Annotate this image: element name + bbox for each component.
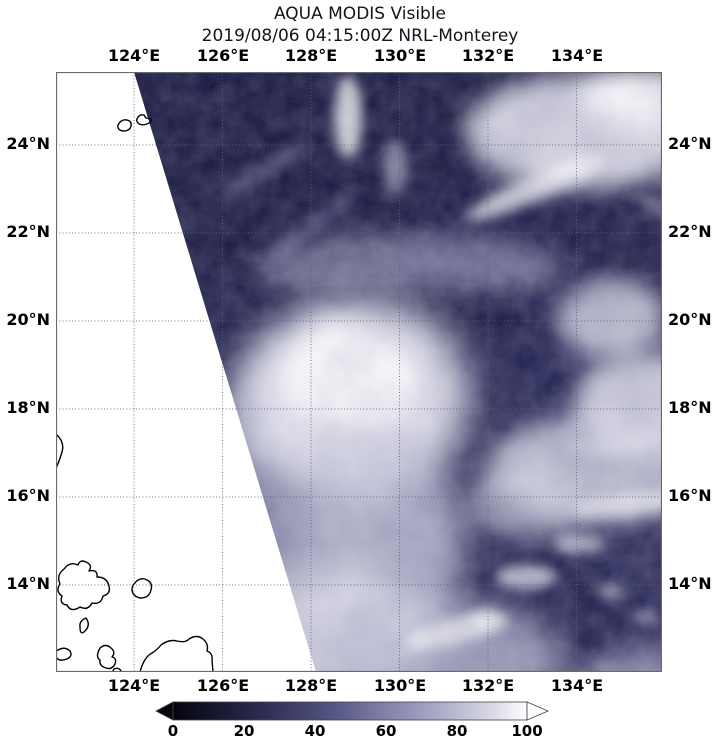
lon-label-bottom: 130°E (373, 676, 427, 695)
coastlines (54, 114, 214, 677)
colorbar-tick: 40 (304, 722, 326, 740)
colorbar-tick: 20 (233, 722, 255, 740)
satellite-pixels (56, 72, 662, 672)
colorbar-gradient (172, 701, 528, 721)
lat-label-left: 22°N (6, 222, 50, 241)
colorbar-tick: 80 (446, 722, 468, 740)
graticule (56, 72, 662, 672)
lat-label-left: 14°N (6, 574, 50, 593)
lon-label-top: 124°E (107, 46, 161, 65)
colorbar-tick: 60 (375, 722, 397, 740)
lon-label-bottom: 134°E (550, 676, 604, 695)
lat-label-right: 14°N (668, 574, 712, 593)
lon-label-top: 128°E (284, 46, 338, 65)
lat-label-right: 18°N (668, 398, 712, 417)
lon-label-bottom: 128°E (284, 676, 338, 695)
colorbar-tick: 100 (511, 722, 543, 740)
lat-label-right: 24°N (668, 134, 712, 153)
map-frame (55, 71, 663, 673)
lon-label-top: 126°E (196, 46, 250, 65)
colorbar-tick: 0 (167, 722, 179, 740)
colorbar-right-arrow (526, 701, 550, 721)
lon-label-top: 132°E (461, 46, 515, 65)
satellite-image (54, 71, 663, 677)
lat-label-right: 16°N (668, 486, 712, 505)
lon-label-top: 134°E (550, 46, 604, 65)
lon-label-bottom: 132°E (461, 676, 515, 695)
lat-label-left: 18°N (6, 398, 50, 417)
satellite-map-area (54, 71, 663, 677)
no-data-region (56, 72, 316, 672)
lat-label-left: 24°N (6, 134, 50, 153)
colorbar (155, 701, 550, 721)
page-title: AQUA MODIS Visible (273, 4, 447, 24)
lat-label-left: 20°N (6, 310, 50, 329)
lon-label-bottom: 124°E (107, 676, 161, 695)
lon-label-bottom: 126°E (196, 676, 250, 695)
page-subtitle: 2019/08/06 04:15:00Z NRL-Monterey (201, 26, 519, 46)
lat-label-right: 20°N (668, 310, 712, 329)
lat-label-left: 16°N (6, 486, 50, 505)
lat-label-right: 22°N (668, 222, 712, 241)
lon-label-top: 130°E (373, 46, 427, 65)
colorbar-left-arrow (155, 701, 174, 721)
